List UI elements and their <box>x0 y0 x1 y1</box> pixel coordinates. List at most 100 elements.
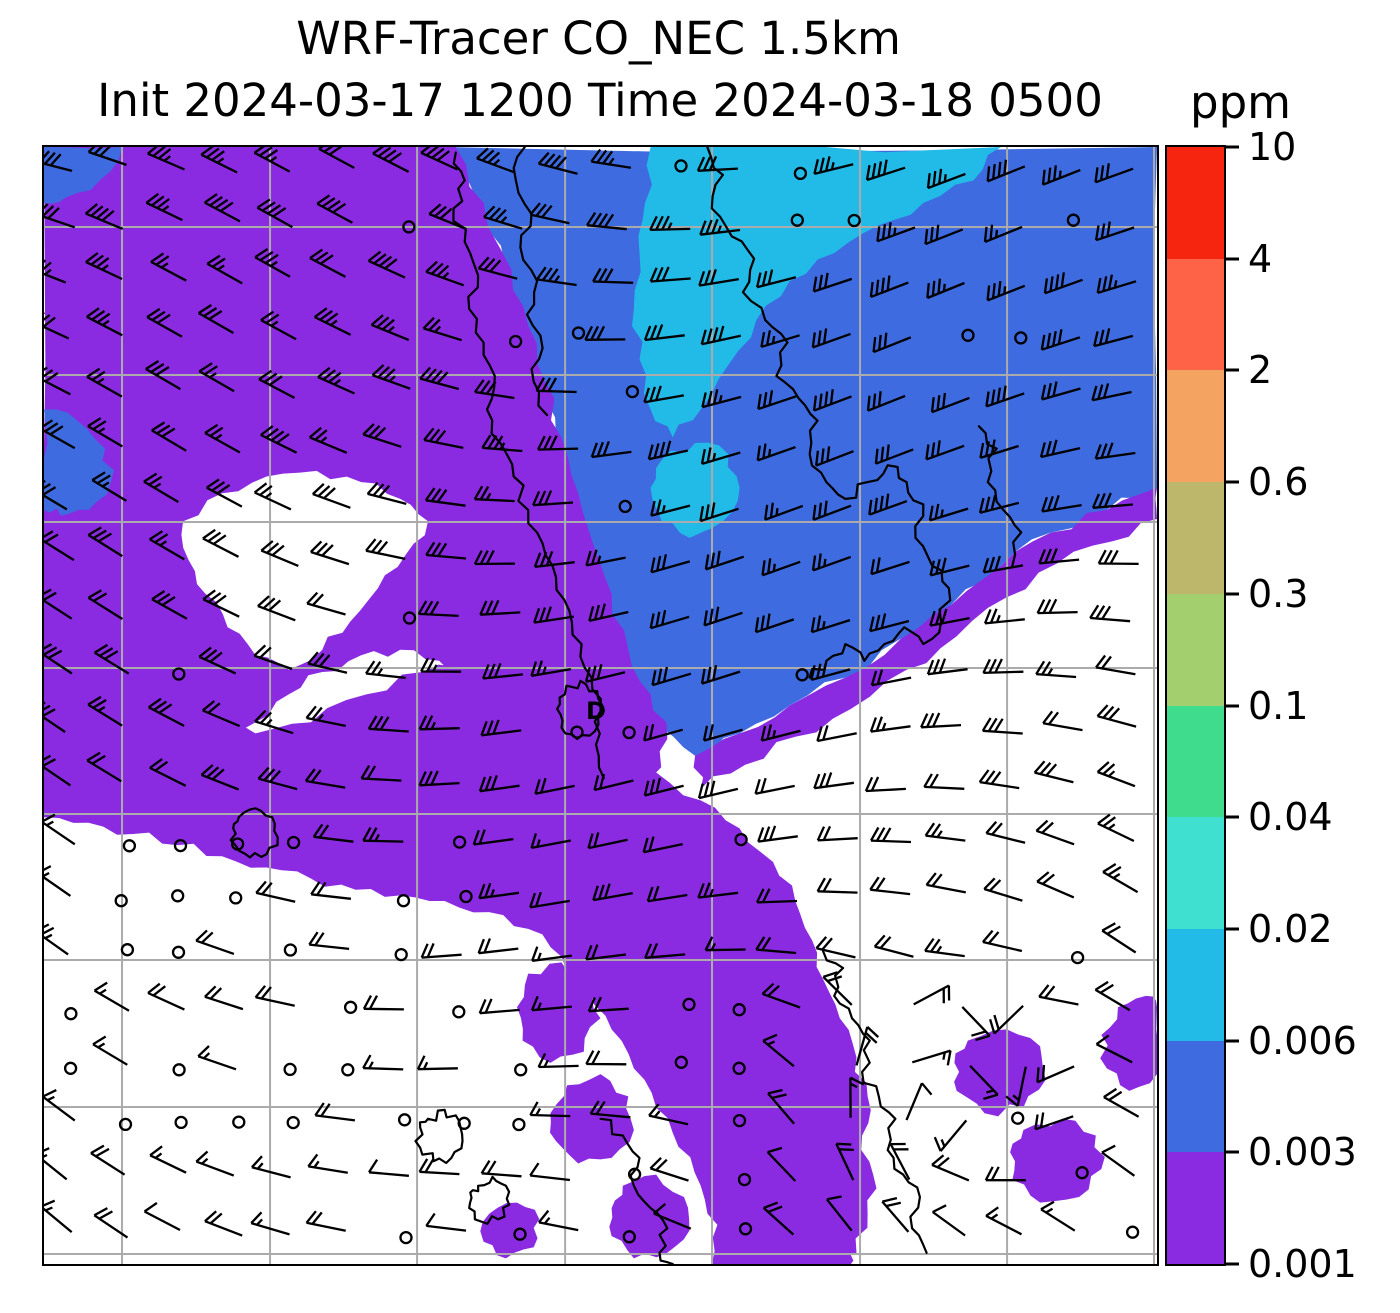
wind-barb <box>592 267 634 284</box>
wind-barb <box>44 754 72 787</box>
wind-barb <box>1089 604 1131 623</box>
colorbar-segment <box>1167 593 1224 706</box>
wind-barb <box>757 825 798 843</box>
wind-barb <box>905 1082 933 1121</box>
wind-barb <box>44 366 71 396</box>
calm-wind-circle <box>172 667 186 681</box>
calm-wind-circle <box>230 837 245 851</box>
contour-region-purple-blob-7 <box>1100 995 1157 1091</box>
colorbar-tick <box>1226 927 1239 931</box>
colorbar-tick <box>1226 480 1239 484</box>
calm-wind-circle <box>1014 331 1028 345</box>
wind-barb <box>925 872 967 894</box>
wind-barb <box>700 665 741 685</box>
wind-barb <box>310 881 352 900</box>
map-label: D <box>586 697 606 725</box>
wind-barb <box>428 203 467 231</box>
wind-barb <box>317 366 355 395</box>
wind-barb <box>701 389 742 409</box>
calm-wind-circle <box>674 1055 688 1069</box>
wind-barb <box>198 362 235 393</box>
calm-wind-circle <box>63 1061 78 1075</box>
wind-barb <box>864 776 906 793</box>
wind-barb <box>696 155 738 172</box>
calm-wind-circle <box>174 1115 188 1130</box>
wind-barb <box>146 307 183 338</box>
wind-barb <box>849 1076 865 1118</box>
wind-barb <box>538 1209 579 1232</box>
wind-barb <box>868 493 908 516</box>
wind-barb <box>147 982 185 1011</box>
wind-barb <box>822 971 853 1006</box>
wind-barb <box>206 478 243 508</box>
wind-barb <box>309 540 350 566</box>
wind-barb <box>44 923 69 956</box>
wind-barb <box>87 147 127 166</box>
wind-barb <box>370 314 410 341</box>
wind-barb <box>44 813 76 846</box>
wind-barb <box>422 316 463 342</box>
wind-barb <box>362 826 404 843</box>
calm-wind-circle <box>286 835 301 850</box>
colorbar-tick-label: 0.001 <box>1248 1242 1357 1286</box>
wind-barb <box>425 1212 467 1232</box>
wind-barb <box>982 555 1024 574</box>
wind-barb <box>593 773 634 792</box>
wind-barb <box>44 588 73 620</box>
colorbar-tick <box>1226 592 1239 596</box>
wind-barb <box>530 660 572 678</box>
wind-barb <box>986 159 1026 183</box>
wind-barb <box>87 695 123 727</box>
wind-barb <box>982 929 1023 953</box>
calm-wind-circle <box>118 1117 133 1132</box>
wind-barb <box>533 606 574 624</box>
wind-barb <box>646 885 688 903</box>
wind-barb <box>44 203 76 229</box>
wind-barb <box>44 530 75 562</box>
wind-barb <box>91 471 127 502</box>
wind-barb <box>648 1103 689 1126</box>
wind-barb <box>478 775 520 793</box>
colorbar-tick <box>1226 368 1239 372</box>
wind-barb <box>253 147 291 173</box>
wind-barb <box>761 558 801 577</box>
wind-barb <box>318 147 355 169</box>
colorbar-tick <box>1226 145 1239 149</box>
colorbar-segment <box>1167 817 1224 929</box>
wind-barb <box>93 643 130 675</box>
wind-barb <box>587 832 628 850</box>
calm-wind-circle <box>737 1172 752 1187</box>
wind-barb <box>869 613 910 633</box>
wind-barb <box>874 444 914 465</box>
wind-barb <box>423 427 464 450</box>
wind-barb <box>1091 492 1133 509</box>
wind-barb <box>1096 761 1136 788</box>
calm-wind-circle <box>229 891 243 905</box>
calm-wind-circle <box>343 1000 358 1014</box>
wind-barb <box>253 482 292 511</box>
contour-region-blue-upper <box>444 147 1157 756</box>
calm-wind-circle <box>790 213 804 227</box>
calm-wind-circle <box>172 1063 186 1077</box>
wind-barb <box>260 425 298 454</box>
wind-barb <box>1039 439 1081 459</box>
wind-barb <box>590 148 632 169</box>
calm-wind-circle <box>847 213 861 228</box>
wind-barb <box>529 202 570 225</box>
wind-barb <box>761 982 801 1009</box>
wind-barb <box>584 325 626 341</box>
wind-barb <box>418 1158 460 1176</box>
wind-barb <box>148 697 185 727</box>
wind-barb <box>816 725 857 743</box>
wind-barb <box>206 254 243 285</box>
wind-barb <box>87 417 123 448</box>
wind-barb <box>933 1119 968 1152</box>
colorbar-segments <box>1167 147 1224 1265</box>
wind-barb <box>417 600 459 618</box>
calm-wind-circle <box>618 499 632 514</box>
calm-wind-circle <box>961 328 975 342</box>
colorbar-segment <box>1167 147 1224 259</box>
colorbar-segment <box>1167 482 1224 594</box>
wind-barb <box>44 479 68 511</box>
wind-barb <box>588 603 629 623</box>
